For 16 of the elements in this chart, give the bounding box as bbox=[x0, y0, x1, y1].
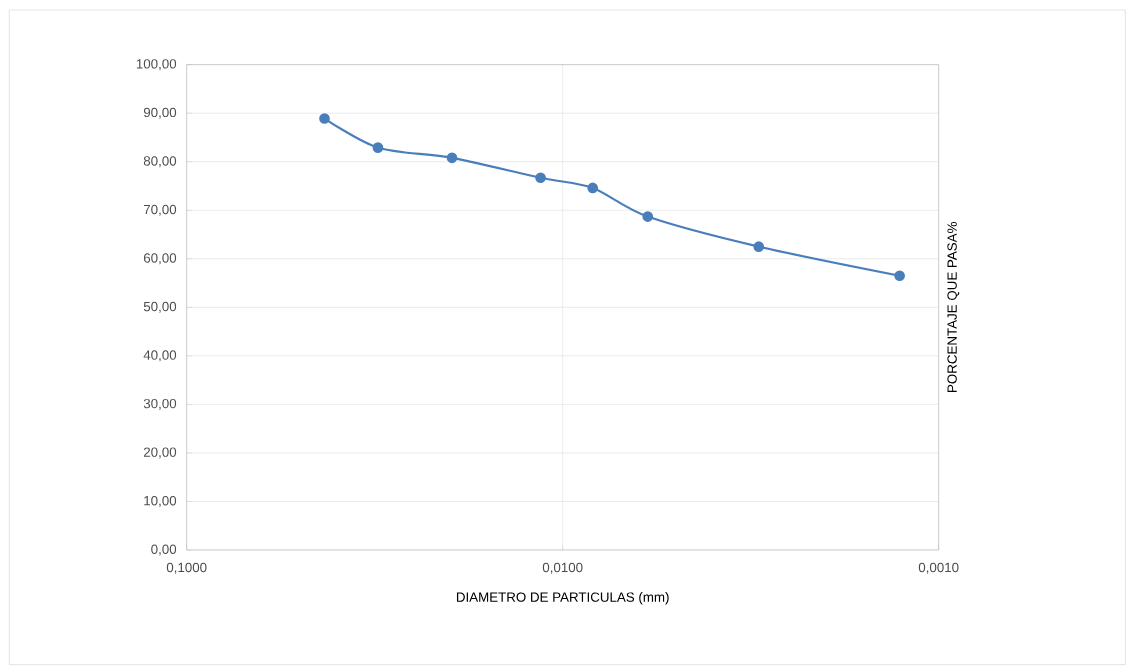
y-axis-title: PORCENTAJE QUE PASA% bbox=[947, 222, 960, 392]
y-tick-label: 90,00 bbox=[143, 107, 177, 119]
x-tick-label: 0,1000 bbox=[166, 562, 207, 574]
y-tick-label: 20,00 bbox=[143, 447, 177, 459]
y-tick-label: 100,00 bbox=[136, 59, 177, 71]
y-tick-label: 10,00 bbox=[144, 495, 177, 507]
y-tick-label: 50,00 bbox=[143, 301, 177, 313]
x-tick-label: 0,0010 bbox=[918, 562, 959, 574]
x-axis-title: DIAMETRO DE PARTICULAS (mm) bbox=[456, 592, 669, 605]
y-tick-label: 60,00 bbox=[143, 253, 177, 265]
y-tick-label: 30,00 bbox=[143, 398, 177, 410]
y-tick-label: 80,00 bbox=[143, 156, 177, 168]
x-tick-label: 0,0100 bbox=[542, 562, 583, 574]
y-tick-label: 0,00 bbox=[151, 544, 177, 556]
y-tick-label: 40,00 bbox=[143, 350, 177, 362]
y-tick-label: 70,00 bbox=[143, 204, 177, 216]
